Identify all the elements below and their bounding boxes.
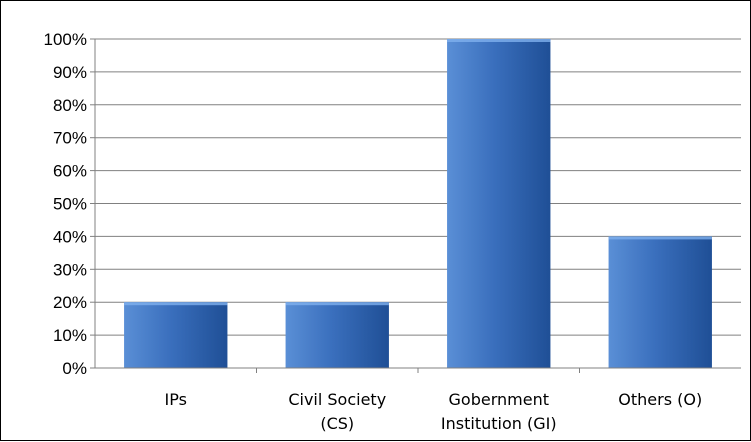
y-tick-label: 100% <box>44 30 87 49</box>
x-category-label: Others (O) <box>618 390 702 409</box>
bar-top-highlight <box>124 302 228 306</box>
y-tick-label: 70% <box>53 129 87 148</box>
x-axis: IPs Civil Society (CS) Gobernment Institutio… <box>95 367 741 433</box>
y-tick-label: 80% <box>53 96 87 115</box>
bar <box>285 302 389 368</box>
bar-top-highlight <box>285 302 389 306</box>
x-category-label: Civil Society (CS) <box>288 390 386 433</box>
bar <box>124 302 228 368</box>
y-tick-label: 0% <box>62 359 87 378</box>
y-tick-label: 10% <box>53 326 87 345</box>
y-axis: 0% 10% 20% 30% 40% 50% 60% 70% 80% 90% 100% <box>44 30 96 378</box>
y-tick-label: 90% <box>53 63 87 82</box>
bar <box>608 236 712 368</box>
y-tick-label: 60% <box>53 162 87 181</box>
bar-top-highlight <box>447 39 551 42</box>
y-tick-label: 20% <box>53 293 87 312</box>
x-category-label: Gobernment Institution (GI) <box>441 390 557 433</box>
y-tick-label: 30% <box>53 260 87 279</box>
bar-top-highlight <box>608 236 712 240</box>
bars <box>124 39 712 368</box>
bar <box>447 39 551 368</box>
y-tick-label: 50% <box>53 195 87 214</box>
x-category-label: IPs <box>165 390 187 409</box>
y-tick-label: 40% <box>53 227 87 246</box>
